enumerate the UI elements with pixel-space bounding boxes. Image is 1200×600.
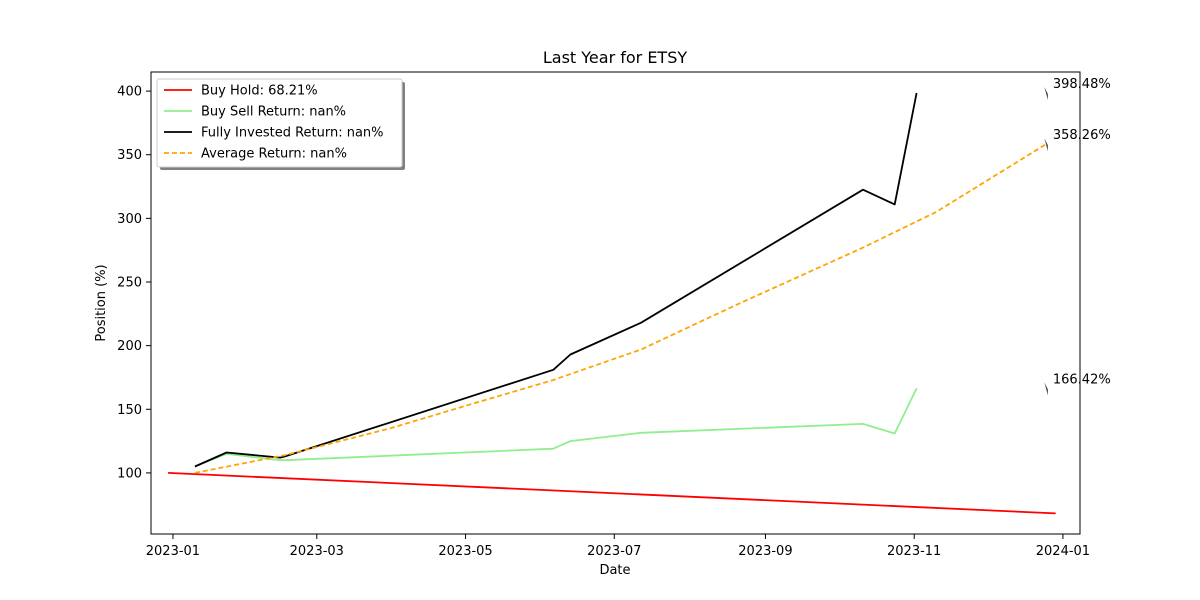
plot-frame [150, 71, 1081, 535]
series-line-4 [194, 143, 1047, 474]
y-tick-label: 350 [117, 148, 142, 163]
annotation-label: 398.48% [1053, 77, 1111, 92]
x-tick-label: 2023-01 [146, 544, 200, 559]
x-tick-label: 2024-01 [1036, 544, 1090, 559]
y-tick-label: 300 [117, 212, 142, 227]
legend-label: Buy Hold: 68.21% [201, 84, 318, 99]
annotation-label: 358.26% [1053, 128, 1111, 143]
legend-box [156, 78, 403, 168]
x-tick-label: 2023-03 [290, 544, 344, 559]
y-tick-label: 200 [117, 339, 142, 354]
x-tick-label: 2023-07 [587, 544, 641, 559]
y-tick-label: 100 [117, 466, 142, 481]
annotation-arrow [1044, 138, 1048, 152]
series-line-2 [194, 388, 918, 468]
annotation-arrow [1044, 382, 1048, 396]
chart-title: Last Year for ETSY [543, 48, 688, 67]
x-axis-label: Date [599, 563, 630, 578]
axis-ticks: 2023-01 2023-03 2023-05 2023-07 2023-09 2023-… [117, 85, 1090, 559]
y-axis-label: Position (%) [94, 264, 109, 341]
x-tick-label: 2023-05 [438, 544, 492, 559]
annotations: 398.48% 358.26% 166.42% [1044, 77, 1111, 396]
legend-label: Average Return: nan% [201, 147, 347, 162]
series-line-1 [168, 472, 1056, 515]
series-line-3 [194, 92, 918, 468]
legend-label: Fully Invested Return: nan% [201, 126, 384, 141]
legend: Buy Hold: 68.21% Buy Sell Return: nan% Ful… [156, 78, 405, 170]
legend-label: Buy Sell Return: nan% [201, 105, 346, 120]
annotation-label: 166.42% [1053, 372, 1111, 387]
y-tick-label: 150 [117, 403, 142, 418]
x-tick-label: 2023-09 [738, 544, 792, 559]
y-tick-label: 250 [117, 276, 142, 291]
plot-area [168, 92, 1056, 515]
annotation-arrow [1044, 87, 1048, 101]
y-tick-label: 400 [117, 85, 142, 100]
x-tick-label: 2023-11 [887, 544, 941, 559]
